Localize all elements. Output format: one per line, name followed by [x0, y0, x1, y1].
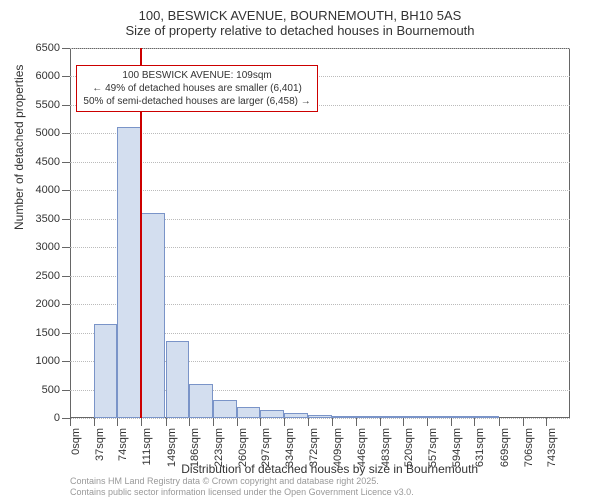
y-tick-label: 3000: [36, 241, 60, 253]
x-tick: [356, 418, 357, 426]
histogram-bar: [356, 416, 380, 418]
chart-container: 100, BESWICK AVENUE, BOURNEMOUTH, BH10 5…: [0, 0, 600, 500]
histogram-bar: [403, 416, 427, 418]
grid-line: [70, 133, 570, 134]
y-tick-label: 2000: [36, 298, 60, 310]
y-tick: [62, 247, 70, 248]
annotation-box: 100 BESWICK AVENUE: 109sqm← 49% of detac…: [76, 65, 317, 112]
histogram-bar: [332, 416, 356, 418]
x-tick: [284, 418, 285, 426]
histogram-bar: [237, 407, 261, 418]
title-sub: Size of property relative to detached ho…: [0, 23, 600, 38]
x-axis-label: Distribution of detached houses by size …: [181, 462, 478, 476]
y-tick-label: 4000: [36, 184, 60, 196]
annotation-line: 50% of semi-detached houses are larger (…: [83, 95, 310, 108]
y-tick-label: 3500: [36, 213, 60, 225]
x-tick: [523, 418, 524, 426]
y-axis-label: Number of detached properties: [12, 65, 26, 230]
x-tick: [499, 418, 500, 426]
x-tick: [546, 418, 547, 426]
y-tick-label: 1000: [36, 355, 60, 367]
x-tick: [189, 418, 190, 426]
y-tick-label: 1500: [36, 327, 60, 339]
histogram-bar: [380, 416, 404, 418]
title-main: 100, BESWICK AVENUE, BOURNEMOUTH, BH10 5…: [0, 8, 600, 23]
y-tick: [62, 105, 70, 106]
x-tick: [94, 418, 95, 426]
y-tick-label: 4500: [36, 156, 60, 168]
x-tick: [237, 418, 238, 426]
x-tick: [308, 418, 309, 426]
x-tick: [332, 418, 333, 426]
y-tick: [62, 418, 70, 419]
histogram-bar: [308, 415, 332, 418]
y-tick: [62, 219, 70, 220]
x-tick: [427, 418, 428, 426]
y-tick: [62, 190, 70, 191]
y-tick: [62, 304, 70, 305]
x-tick-label: 149sqm: [166, 428, 178, 467]
y-tick-label: 5500: [36, 99, 60, 111]
histogram-bar: [189, 384, 213, 418]
histogram-bar: [166, 341, 190, 418]
y-tick: [62, 162, 70, 163]
x-tick: [380, 418, 381, 426]
x-tick: [70, 418, 71, 426]
footer: Contains HM Land Registry data © Crown c…: [70, 476, 414, 498]
x-tick-label: 37sqm: [94, 428, 106, 461]
x-tick: [451, 418, 452, 426]
grid-line: [70, 418, 570, 419]
plot-area: 0500100015002000250030003500400045005000…: [70, 48, 570, 418]
histogram-bar: [94, 324, 118, 418]
x-tick: [474, 418, 475, 426]
y-tick: [62, 276, 70, 277]
y-tick: [62, 390, 70, 391]
histogram-bar: [284, 413, 308, 418]
x-tick: [213, 418, 214, 426]
histogram-bar: [260, 410, 284, 418]
y-tick-label: 6000: [36, 70, 60, 82]
y-tick-label: 6500: [36, 42, 60, 54]
grid-line: [70, 48, 570, 49]
histogram-bar: [427, 416, 451, 418]
y-tick: [62, 133, 70, 134]
x-tick-label: 706sqm: [523, 428, 535, 467]
histogram-bar: [213, 400, 237, 418]
grid-line: [70, 190, 570, 191]
x-tick: [141, 418, 142, 426]
x-tick-label: 669sqm: [499, 428, 511, 467]
histogram-bar: [117, 127, 141, 418]
x-tick-label: 74sqm: [117, 428, 129, 461]
annotation-line: ← 49% of detached houses are smaller (6,…: [83, 82, 310, 95]
y-axis-line: [70, 48, 71, 418]
y-tick-label: 2500: [36, 270, 60, 282]
x-tick: [166, 418, 167, 426]
y-tick-label: 5000: [36, 127, 60, 139]
footer-line1: Contains HM Land Registry data © Crown c…: [70, 476, 414, 487]
y-tick-label: 0: [54, 412, 60, 424]
x-tick-label: 111sqm: [141, 428, 153, 466]
y-tick: [62, 361, 70, 362]
y-tick: [62, 48, 70, 49]
histogram-bar: [474, 416, 498, 418]
histogram-bar: [451, 416, 475, 418]
title-block: 100, BESWICK AVENUE, BOURNEMOUTH, BH10 5…: [0, 0, 600, 38]
grid-line: [70, 162, 570, 163]
x-tick-label: 743sqm: [546, 428, 558, 467]
y-tick-label: 500: [42, 384, 60, 396]
annotation-line: 100 BESWICK AVENUE: 109sqm: [83, 69, 310, 82]
y-tick: [62, 333, 70, 334]
x-tick: [117, 418, 118, 426]
x-tick: [403, 418, 404, 426]
histogram-bar: [141, 213, 165, 418]
x-tick-label: 0sqm: [70, 428, 82, 455]
y-tick: [62, 76, 70, 77]
x-tick: [260, 418, 261, 426]
footer-line2: Contains public sector information licen…: [70, 487, 414, 498]
right-axis-line: [569, 48, 570, 418]
